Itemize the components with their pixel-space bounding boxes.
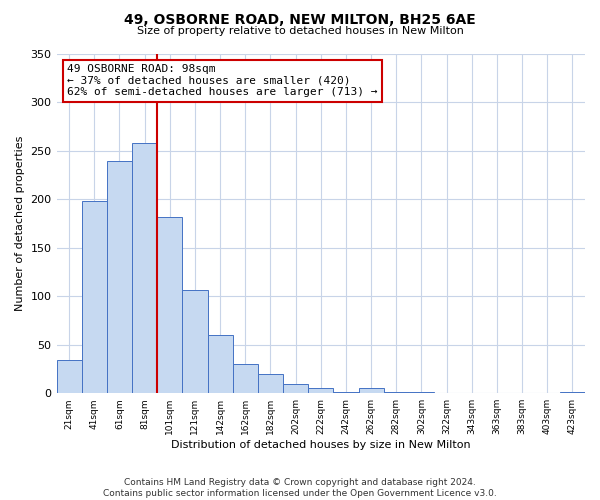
Bar bbox=[258, 374, 283, 393]
Bar bbox=[359, 388, 383, 393]
Bar bbox=[233, 364, 258, 393]
Bar bbox=[56, 360, 82, 393]
Y-axis label: Number of detached properties: Number of detached properties bbox=[15, 136, 25, 312]
Bar bbox=[283, 384, 308, 393]
Bar bbox=[560, 392, 585, 393]
Bar bbox=[308, 388, 334, 393]
Bar bbox=[107, 160, 132, 393]
Bar bbox=[182, 290, 208, 393]
Bar bbox=[157, 217, 182, 393]
Text: Contains HM Land Registry data © Crown copyright and database right 2024.
Contai: Contains HM Land Registry data © Crown c… bbox=[103, 478, 497, 498]
Bar bbox=[409, 392, 434, 393]
Bar bbox=[208, 335, 233, 393]
Text: Size of property relative to detached houses in New Milton: Size of property relative to detached ho… bbox=[137, 26, 463, 36]
Bar bbox=[82, 202, 107, 393]
X-axis label: Distribution of detached houses by size in New Milton: Distribution of detached houses by size … bbox=[171, 440, 470, 450]
Text: 49 OSBORNE ROAD: 98sqm
← 37% of detached houses are smaller (420)
62% of semi-de: 49 OSBORNE ROAD: 98sqm ← 37% of detached… bbox=[67, 64, 377, 98]
Bar bbox=[132, 143, 157, 393]
Bar bbox=[334, 392, 359, 393]
Bar bbox=[383, 392, 409, 393]
Text: 49, OSBORNE ROAD, NEW MILTON, BH25 6AE: 49, OSBORNE ROAD, NEW MILTON, BH25 6AE bbox=[124, 12, 476, 26]
